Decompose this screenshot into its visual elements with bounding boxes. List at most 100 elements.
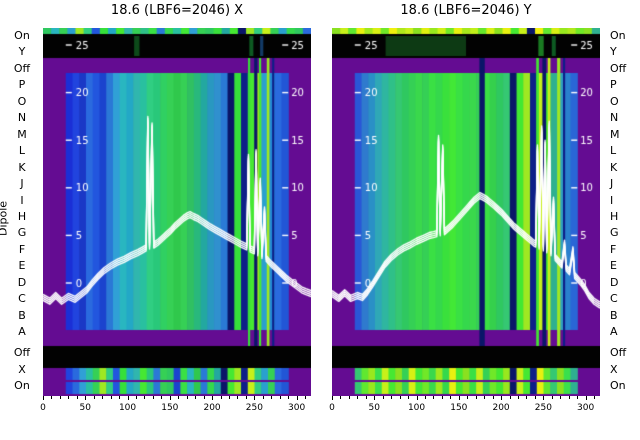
x-major-tick (458, 396, 460, 400)
x-major-tick (169, 396, 171, 400)
element-label: C (18, 292, 26, 306)
element-label: E (610, 259, 617, 273)
element-label: J (20, 177, 24, 191)
x-minor-tick (195, 396, 197, 399)
x-minor-tick (467, 396, 469, 399)
x-minor-tick (348, 396, 350, 399)
element-label: I (610, 193, 614, 207)
element-label: I (20, 193, 24, 207)
x-minor-tick (568, 396, 570, 399)
element-label: A (610, 325, 618, 339)
element-label: F (610, 242, 617, 256)
x-minor-tick (408, 396, 410, 399)
heatmap-x-canvas (43, 28, 311, 396)
element-label: F (18, 242, 26, 256)
x-minor-tick (340, 396, 342, 399)
x-tick-label: 200 (492, 403, 510, 413)
element-label: L (18, 144, 26, 158)
x-major-tick (332, 396, 333, 400)
x-major-tick (127, 396, 129, 400)
x-minor-tick (492, 396, 494, 399)
element-label: Off (13, 346, 31, 360)
x-minor-tick (534, 396, 536, 399)
element-label: Y (610, 45, 617, 59)
x-major-tick (416, 396, 418, 400)
x-minor-tick (152, 396, 154, 399)
x-minor-tick (441, 396, 443, 399)
x-major-tick (374, 396, 376, 400)
element-label: X (18, 362, 26, 376)
element-label: X (610, 362, 618, 376)
x-minor-tick (135, 396, 137, 399)
x-minor-tick (484, 396, 486, 399)
element-label: On (14, 378, 30, 392)
element-label: On (610, 29, 626, 42)
x-major-tick (212, 396, 214, 400)
element-label: G (17, 226, 27, 240)
element-label: H (17, 209, 27, 223)
x-minor-tick (450, 396, 452, 399)
heatmap-y-canvas (332, 28, 600, 396)
x-minor-tick (399, 396, 401, 399)
x-major-tick (296, 396, 298, 400)
x-minor-tick (237, 396, 239, 399)
x-major-tick (85, 396, 87, 400)
x-minor-tick (551, 396, 553, 399)
x-minor-tick (382, 396, 384, 399)
x-major-tick (585, 396, 587, 400)
x-minor-tick (391, 396, 393, 399)
x-minor-tick (220, 396, 222, 399)
element-label: E (18, 259, 26, 273)
element-labels-right: On Y Off P O N M L K J I H G F E D C B A Off X On (608, 30, 640, 392)
x-minor-tick (203, 396, 205, 399)
x-tick-label: 250 (534, 403, 552, 413)
x-minor-tick (245, 396, 247, 399)
x-minor-tick (305, 396, 307, 399)
panel-title-y: 18.6 (LBF6=2046) Y (400, 3, 532, 18)
x-minor-tick (144, 396, 146, 399)
x-minor-tick (228, 396, 230, 399)
element-label: K (610, 160, 618, 174)
x-minor-tick (178, 396, 180, 399)
element-label: M (610, 127, 620, 141)
element-label: Off (610, 61, 627, 75)
element-label: Y (18, 45, 26, 59)
element-labels-left: On Y Off P O N M L K J I H G F E D C B A Off X On (8, 30, 36, 392)
x-major-tick (254, 396, 256, 400)
x-minor-tick (594, 396, 596, 399)
x-minor-tick (288, 396, 290, 399)
x-tick-label: 150 (161, 403, 179, 413)
element-label: On (610, 378, 626, 392)
x-tick-label: 300 (577, 403, 595, 413)
x-minor-tick (110, 396, 112, 399)
element-label: N (610, 111, 619, 125)
x-tick-label: 0 (329, 403, 335, 413)
x-minor-tick (509, 396, 511, 399)
element-label: Off (610, 346, 627, 360)
x-major-tick (501, 396, 503, 400)
element-label: J (610, 177, 614, 191)
x-minor-tick (186, 396, 188, 399)
x-tick-label: 100 (407, 403, 426, 413)
x-tick-label: 300 (288, 403, 306, 413)
x-minor-tick (76, 396, 78, 399)
x-minor-tick (262, 396, 264, 399)
element-label: K (18, 160, 26, 174)
x-tick-label: 100 (118, 403, 137, 413)
element-label: B (610, 308, 618, 322)
x-minor-tick (526, 396, 528, 399)
x-minor-tick (102, 396, 104, 399)
element-label: B (18, 308, 26, 322)
x-tick-label: 250 (245, 403, 263, 413)
x-minor-tick (365, 396, 367, 399)
element-label: L (610, 144, 617, 158)
x-tick-label: 50 (368, 403, 380, 413)
element-label: G (610, 226, 619, 240)
x-minor-tick (279, 396, 281, 399)
x-minor-tick (357, 396, 359, 399)
x-minor-tick (119, 396, 121, 399)
x-minor-tick (433, 396, 435, 399)
x-axis-y: 0 50 100 150 200 250 300 (329, 396, 608, 430)
x-minor-tick (271, 396, 273, 399)
x-minor-tick (517, 396, 519, 399)
